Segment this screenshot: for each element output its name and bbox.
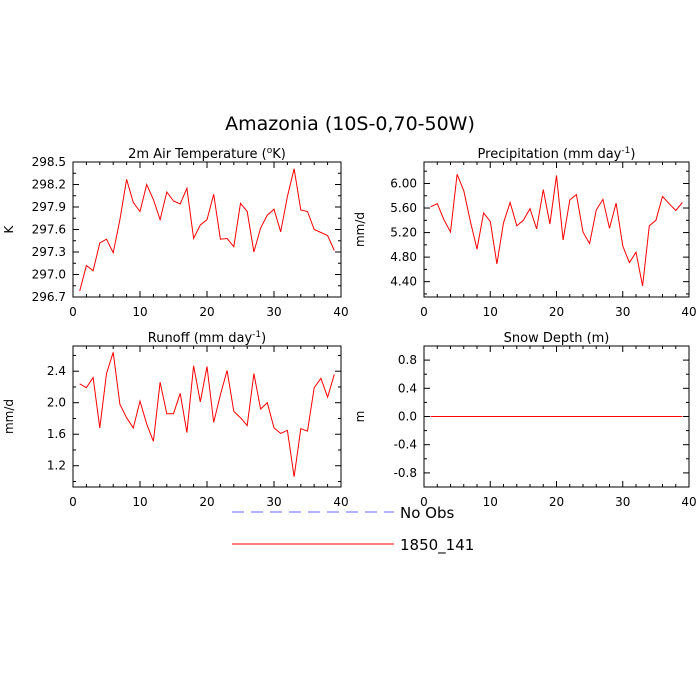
panel-title-end: ) xyxy=(261,331,266,346)
panel-title-sup: -1 xyxy=(252,330,261,340)
y-tick-label: 297.3 xyxy=(32,245,66,259)
panel-title: Snow Depth (m) xyxy=(504,331,610,346)
y-tick-label: 0.0 xyxy=(398,410,417,424)
y-axis-label: mm/d xyxy=(353,212,367,247)
x-tick-label: 0 xyxy=(420,305,428,319)
panel-4: Snow Depth (m) m 0 10 20 30 40 -0.8 -0.4 0.0 0.4 0.… xyxy=(353,331,697,509)
panel-title-end: ) xyxy=(630,147,635,162)
panels: 2m Air Temperature (oK) K 0 10 20 30 40 296.7 29… xyxy=(2,146,697,509)
x-tick-label: 20 xyxy=(199,495,214,509)
x-tick-label: 30 xyxy=(615,495,630,509)
figure-title: Amazonia (10S-0,70-50W) xyxy=(225,113,475,135)
x-tick-label: 10 xyxy=(132,495,147,509)
y-tick-label: 2.0 xyxy=(47,396,66,410)
y-tick-label: 297.6 xyxy=(32,223,66,237)
y-tick-label: 1.6 xyxy=(47,427,66,441)
panel-title-sup: -1 xyxy=(621,146,630,156)
x-tick-label: 40 xyxy=(681,305,696,319)
y-tick-label: 5.20 xyxy=(390,226,417,240)
x-tick-label: 10 xyxy=(483,495,498,509)
x-tick-label: 40 xyxy=(681,495,696,509)
y-tick-label: -0.8 xyxy=(394,466,417,480)
y-tick-label: 298.5 xyxy=(32,155,66,169)
series-line-1850_141 xyxy=(430,174,683,287)
y-tick-label: -0.4 xyxy=(394,438,417,452)
series-line-1850_141 xyxy=(79,352,335,477)
x-tick-label: 0 xyxy=(69,305,77,319)
x-tick-label: 20 xyxy=(549,305,564,319)
panel-title-main: Snow Depth (m) xyxy=(504,331,610,346)
panel-title-sup: o xyxy=(267,146,273,156)
x-tick-label: 0 xyxy=(69,495,77,509)
y-tick-label: 5.60 xyxy=(390,201,417,215)
series-line-1850_141 xyxy=(79,168,335,292)
y-tick-label: 2.4 xyxy=(47,364,66,378)
legend: No Obs 1850_141 xyxy=(232,504,474,555)
y-tick-label: 6.00 xyxy=(390,176,417,190)
y-tick-label: 0.4 xyxy=(398,381,417,395)
y-tick-label: 0.8 xyxy=(398,353,417,367)
y-tick-label: 297.0 xyxy=(32,268,66,282)
legend-label-2: 1850_141 xyxy=(400,536,474,555)
panel-title: Runoff (mm day-1) xyxy=(148,330,266,346)
panel-title-end: K) xyxy=(272,147,286,162)
x-tick-label: 30 xyxy=(266,305,281,319)
y-tick-label: 4.80 xyxy=(390,250,417,264)
panel-title: 2m Air Temperature (oK) xyxy=(128,146,286,162)
y-tick-label: 1.2 xyxy=(47,459,66,473)
x-tick-label: 30 xyxy=(266,495,281,509)
x-tick-label: 10 xyxy=(132,305,147,319)
panel-2: Precipitation (mm day-1) mm/d 0 10 20 30 40 4.4… xyxy=(353,146,697,319)
plot-frame xyxy=(72,161,342,298)
x-tick-label: 30 xyxy=(615,305,630,319)
x-tick-label: 20 xyxy=(549,495,564,509)
y-tick-label: 4.40 xyxy=(390,275,417,289)
x-tick-label: 40 xyxy=(333,305,348,319)
legend-label-1: No Obs xyxy=(400,504,454,522)
x-tick-label: 40 xyxy=(333,495,348,509)
x-tick-label: 20 xyxy=(199,305,214,319)
y-axis-label: m xyxy=(353,411,367,423)
panel-1: 2m Air Temperature (oK) K 0 10 20 30 40 296.7 29… xyxy=(2,146,349,319)
x-tick-label: 0 xyxy=(420,495,428,509)
y-axis-label: K xyxy=(2,224,16,233)
y-tick-label: 297.9 xyxy=(32,200,66,214)
panel-title-main: 2m Air Temperature ( xyxy=(128,147,267,162)
panel-title: Precipitation (mm day-1) xyxy=(478,146,636,162)
panel-3: Runoff (mm day-1) mm/d 0 10 20 30 40 1.2 1.6 2.0 2… xyxy=(2,330,349,509)
x-tick-label: 10 xyxy=(483,305,498,319)
panel-title-main: Runoff (mm day xyxy=(148,331,253,346)
panel-title-main: Precipitation (mm day xyxy=(478,147,622,162)
y-tick-label: 298.2 xyxy=(32,178,66,192)
y-tick-label: 296.7 xyxy=(32,290,66,304)
y-axis-label: mm/d xyxy=(2,399,16,434)
